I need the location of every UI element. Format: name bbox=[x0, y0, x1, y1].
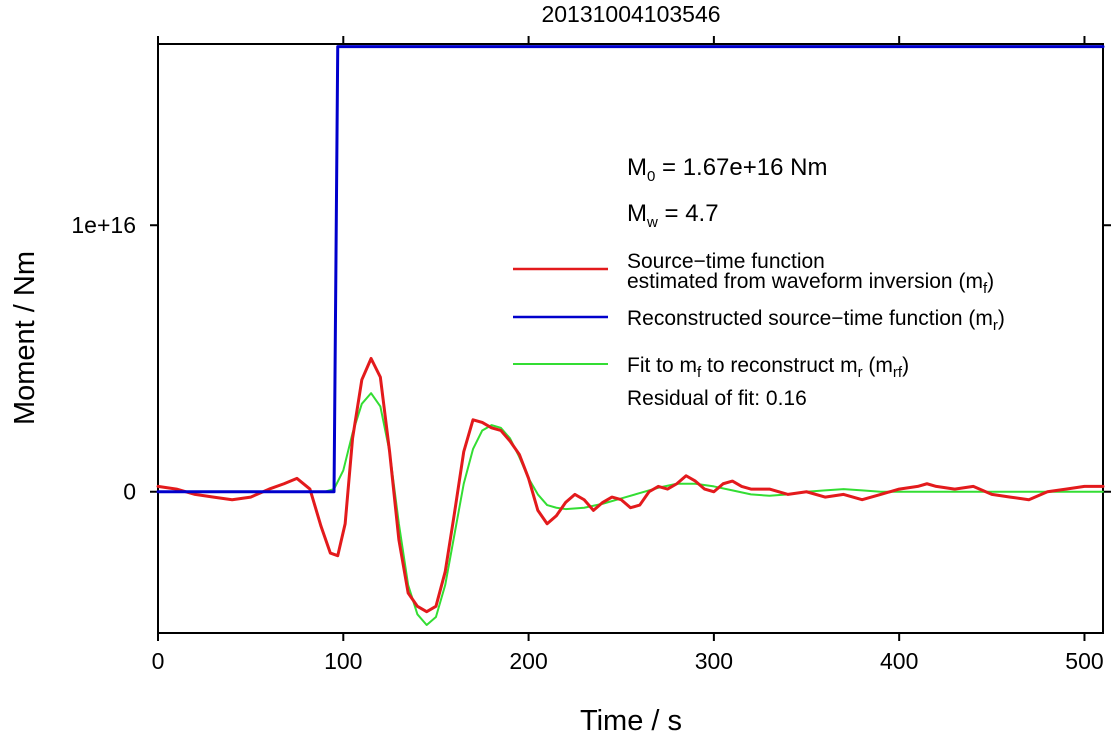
legend-blue-label: Reconstructed source−time function (mr) bbox=[627, 307, 1005, 334]
x-tick-label: 200 bbox=[509, 648, 547, 674]
y-tick-label: 1e+16 bbox=[71, 212, 136, 238]
legend-red-line1: Source−time function bbox=[627, 250, 825, 273]
plot-frame bbox=[157, 43, 1104, 634]
legend-blue-subscript: r bbox=[993, 317, 998, 334]
m0-subscript: 0 bbox=[647, 168, 655, 185]
legend-green-subscript2: r bbox=[858, 364, 863, 381]
m0-prefix: M bbox=[627, 154, 647, 181]
x-axis-title: Time / s bbox=[580, 705, 682, 734]
axis-ticks: 0 100 200 300 400 500 0 1e+16 bbox=[71, 36, 1111, 674]
mw-value: = 4.7 bbox=[658, 200, 719, 227]
legend-green-text3: (m bbox=[863, 354, 893, 377]
x-tick-label: 100 bbox=[324, 648, 362, 674]
residual-annotation: Residual of fit: 0.16 bbox=[627, 387, 807, 410]
chart-title: 20131004103546 bbox=[541, 1, 720, 27]
x-tick-label: 0 bbox=[152, 648, 165, 674]
legend-red-line2: estimated from waveform inversion (mf) bbox=[627, 270, 994, 297]
legend-red-close: ) bbox=[987, 270, 994, 293]
mw-subscript: w bbox=[646, 214, 658, 231]
y-axis-title: Moment / Nm bbox=[9, 251, 41, 425]
mw-annotation: Mw = 4.7 bbox=[627, 200, 719, 231]
legend-red-text: estimated from waveform inversion (m bbox=[627, 270, 983, 293]
legend-blue-close: ) bbox=[998, 307, 1005, 330]
m0-annotation: M0 = 1.67e+16 Nm bbox=[627, 154, 827, 185]
x-tick-label: 500 bbox=[1065, 648, 1103, 674]
legend-green-subscript1: f bbox=[697, 364, 702, 381]
series-line-source-time-function bbox=[156, 356, 1105, 614]
y-tick-label: 0 bbox=[123, 479, 136, 505]
legend: Source−time function estimated from wave… bbox=[513, 250, 1005, 410]
legend-green-text1: Fit to m bbox=[627, 354, 697, 377]
x-tick-label: 400 bbox=[880, 648, 918, 674]
legend-green-text2: to reconstruct m bbox=[701, 354, 857, 377]
legend-red-subscript: f bbox=[983, 280, 988, 297]
series-line-reconstructed bbox=[156, 45, 1105, 494]
legend-green-subscript3: rf bbox=[893, 364, 903, 381]
x-tick-label: 300 bbox=[695, 648, 733, 674]
legend-blue-text: Reconstructed source−time function (m bbox=[627, 307, 993, 330]
m0-value: = 1.67e+16 Nm bbox=[655, 154, 827, 181]
mw-prefix: M bbox=[627, 200, 647, 227]
legend-green-label: Fit to mf to reconstruct mr (mrf) bbox=[627, 354, 909, 381]
legend-green-close: ) bbox=[902, 354, 909, 377]
series-layer bbox=[156, 45, 1105, 626]
